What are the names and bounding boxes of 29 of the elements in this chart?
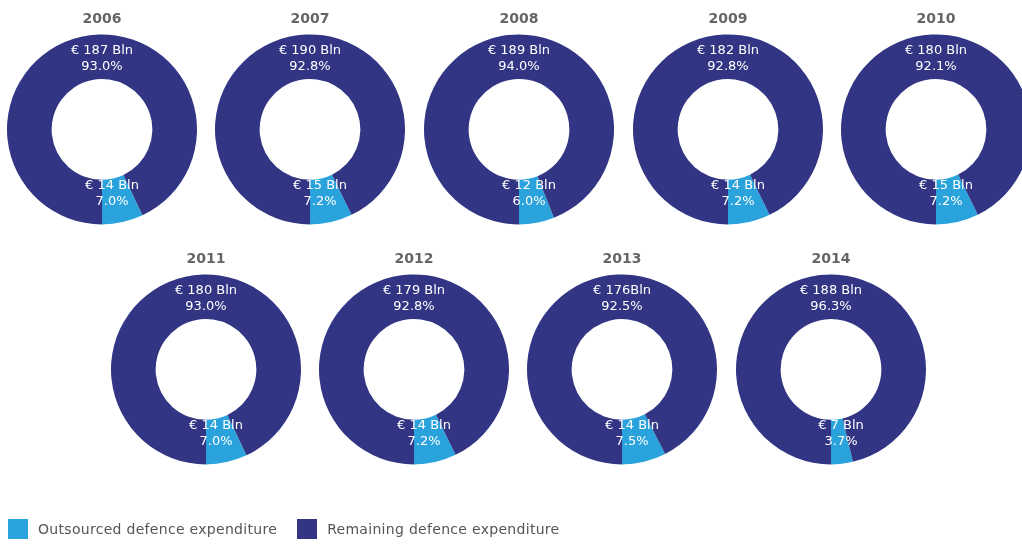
data-label: € 188 Bln 96.3% <box>799 282 863 314</box>
legend-label: Outsourced defence expenditure <box>38 521 278 537</box>
data-label: € 14 Bln 7.0% <box>85 177 139 209</box>
data-label: € 190 Bln 92.8% <box>278 42 342 74</box>
data-label: € 180 Bln 93.0% <box>174 282 238 314</box>
data-label: € 7 Bln 3.7% <box>818 417 864 449</box>
legend-label: Remaining defence expenditure <box>327 521 560 537</box>
chart-title: 2011 <box>186 250 226 267</box>
chart-title: 2012 <box>394 250 434 267</box>
chart-title: 2014 <box>811 250 851 267</box>
data-label: € 182 Bln 92.8% <box>696 42 760 74</box>
chart-title: 2007 <box>290 10 330 27</box>
data-label: € 14 Bln 7.2% <box>397 417 451 449</box>
data-label: € 179 Bln 92.8% <box>382 282 446 314</box>
data-label: € 15 Bln 7.2% <box>919 177 973 209</box>
data-label: € 14 Bln 7.2% <box>711 177 765 209</box>
data-label: € 14 Bln 7.0% <box>189 417 243 449</box>
data-label: € 189 Bln 94.0% <box>487 42 551 74</box>
chart-title: 2008 <box>499 10 539 27</box>
data-label: € 15 Bln 7.2% <box>293 177 347 209</box>
data-label: € 176Bln 92.5% <box>593 282 651 314</box>
chart-title: 2006 <box>82 10 122 27</box>
data-label: € 12 Bln 6.0% <box>502 177 556 209</box>
chart-title: 2010 <box>916 10 956 27</box>
chart-title: 2009 <box>708 10 748 27</box>
data-label: € 14 Bln 7.5% <box>605 417 659 449</box>
chart-title: 2013 <box>602 250 642 267</box>
data-label: € 180 Bln 92.1% <box>904 42 968 74</box>
data-label: € 187 Bln 93.0% <box>70 42 134 74</box>
